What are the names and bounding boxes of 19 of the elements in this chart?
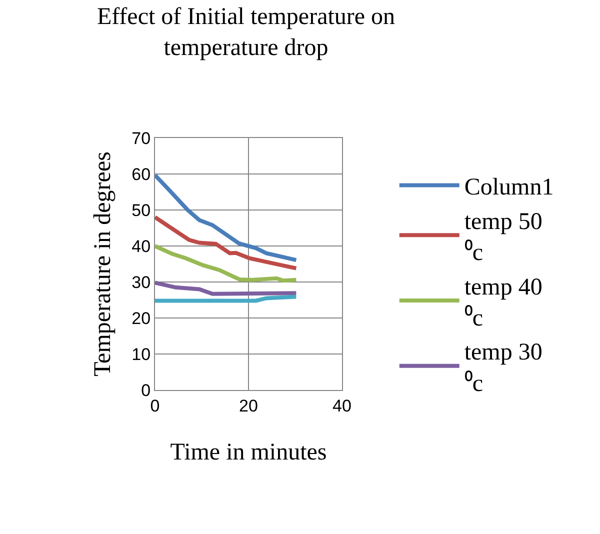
y-tick-label: 60 bbox=[132, 164, 151, 184]
legend-label: Column1 bbox=[464, 174, 554, 201]
line-series bbox=[155, 280, 298, 296]
x-axis-title: Time in minutes bbox=[170, 440, 327, 466]
chart-title: Effect of Initial temperature on temperature drop bbox=[96, 4, 396, 62]
line-series bbox=[155, 215, 298, 270]
line-series bbox=[155, 173, 298, 262]
legend-label: temp 30 ⁰c bbox=[464, 340, 542, 397]
x-tick-label: 20 bbox=[239, 396, 258, 416]
y-tick-label: 20 bbox=[132, 308, 151, 328]
y-tick-label: 10 bbox=[132, 344, 151, 364]
x-tick-label: 40 bbox=[332, 396, 352, 416]
y-axis-title: Temperature in degrees bbox=[90, 152, 116, 376]
y-tick-label: 40 bbox=[132, 236, 151, 256]
line-series bbox=[155, 244, 298, 283]
y-tick-label: 0 bbox=[141, 380, 151, 400]
y-tick-label: 70 bbox=[132, 128, 151, 148]
y-tick-label: 30 bbox=[132, 272, 151, 292]
y-tick-label: 50 bbox=[132, 200, 151, 220]
